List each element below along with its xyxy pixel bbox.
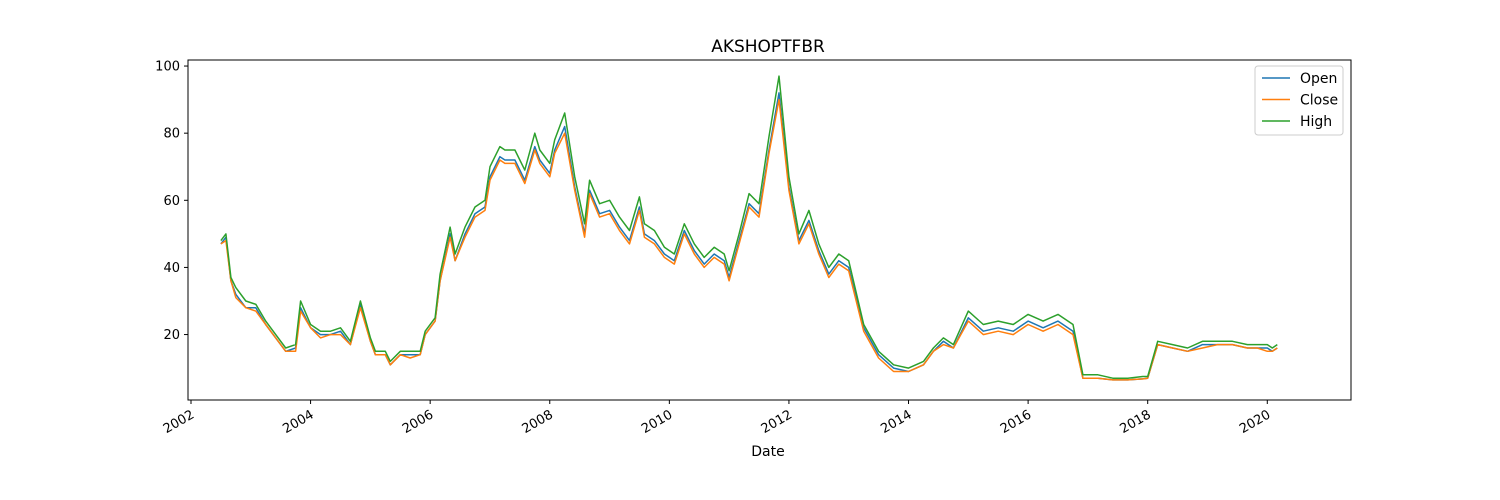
legend: Open Close High (1254, 65, 1344, 136)
series-line-high (220, 75, 1278, 379)
y-tick-label: 20 (163, 328, 180, 343)
y-tick-label: 60 (163, 194, 180, 209)
chart-title: AKSHOPTFBR (711, 37, 825, 57)
plot-lines (220, 75, 1278, 381)
legend-label-close: Close (1300, 93, 1338, 109)
series-line-close (220, 98, 1278, 381)
y-tick-label: 80 (163, 127, 180, 142)
y-tick-label: 100 (155, 60, 180, 75)
y-axis: 20 40 60 80 100 (155, 60, 188, 343)
legend-label-high: High (1300, 114, 1332, 130)
x-axis-label: Date (751, 444, 784, 460)
legend-label-open: Open (1300, 71, 1337, 87)
plot-frame (187, 59, 1352, 401)
legend-box (1254, 65, 1344, 136)
y-tick-label: 40 (163, 261, 180, 276)
